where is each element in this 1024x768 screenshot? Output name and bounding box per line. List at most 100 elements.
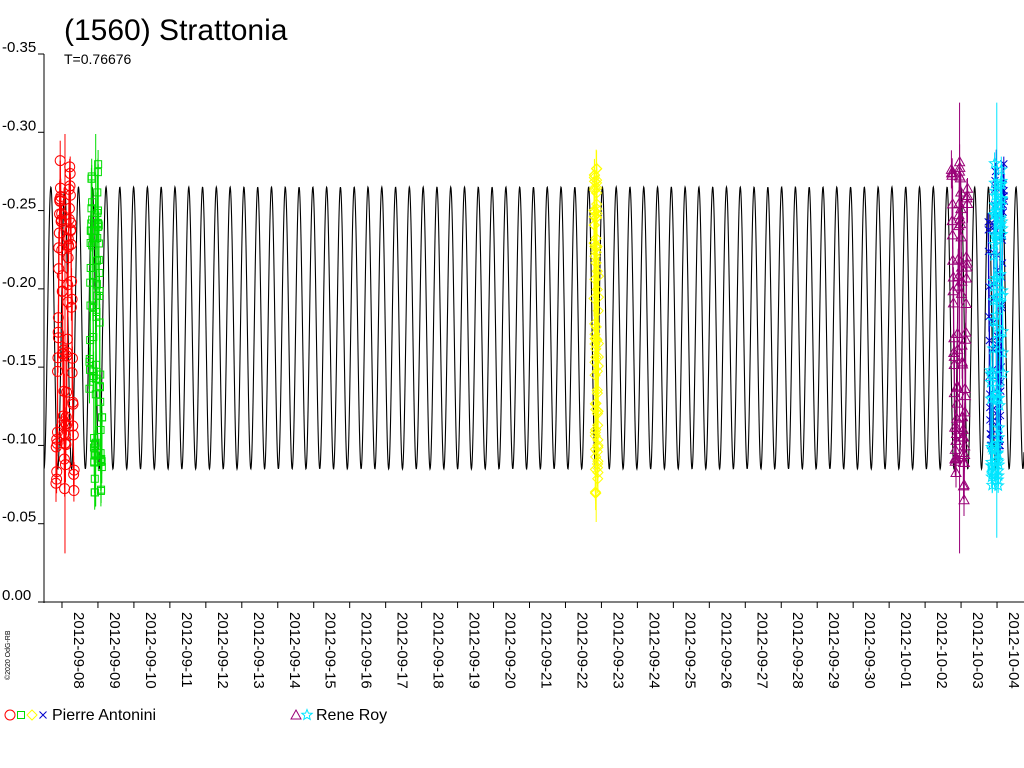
data-point bbox=[592, 351, 604, 363]
data-point bbox=[86, 238, 95, 247]
data-point bbox=[959, 326, 972, 337]
data-point bbox=[590, 351, 602, 364]
series-triangle-2012-10-03 bbox=[945, 102, 974, 554]
data-point bbox=[56, 270, 68, 282]
data-point bbox=[590, 177, 603, 189]
chart-title: (1560) Strattonia bbox=[64, 14, 288, 47]
data-point bbox=[991, 454, 1005, 468]
data-point bbox=[996, 366, 1010, 379]
data-point bbox=[959, 389, 972, 401]
data-point bbox=[90, 488, 99, 497]
data-point bbox=[63, 202, 75, 214]
x-tick-label: 2012-09-25 bbox=[681, 612, 698, 689]
data-point bbox=[990, 387, 1004, 400]
data-point bbox=[988, 184, 1002, 197]
data-points-layer bbox=[50, 102, 1010, 554]
data-point bbox=[946, 214, 959, 226]
x-tick-label: 2012-09-26 bbox=[717, 612, 734, 689]
data-point bbox=[62, 252, 74, 264]
y-tick-label: 0.00 bbox=[2, 587, 31, 604]
data-point bbox=[60, 439, 72, 451]
y-tick-label: -0.25 bbox=[2, 196, 36, 213]
model-curve-line bbox=[43, 184, 1024, 472]
data-point bbox=[592, 455, 604, 467]
series-square-2012-09-09 bbox=[85, 133, 107, 510]
data-point bbox=[993, 212, 1007, 225]
data-point bbox=[960, 250, 973, 262]
data-point bbox=[86, 301, 95, 310]
data-point bbox=[947, 296, 960, 308]
data-point bbox=[945, 163, 958, 174]
data-point bbox=[52, 312, 64, 324]
data-point bbox=[589, 273, 601, 285]
data-point bbox=[591, 265, 603, 277]
data-point bbox=[996, 345, 1010, 359]
data-point bbox=[67, 429, 79, 441]
data-point bbox=[90, 474, 99, 483]
chart-subtitle: T=0.76676 bbox=[64, 51, 132, 67]
y-tick-label: -0.15 bbox=[2, 352, 36, 369]
data-point bbox=[952, 270, 965, 281]
data-point bbox=[988, 188, 1002, 202]
data-point bbox=[591, 334, 603, 346]
data-point bbox=[592, 291, 605, 303]
data-point bbox=[54, 195, 66, 207]
data-point bbox=[93, 209, 102, 218]
data-point bbox=[993, 295, 1007, 308]
y-tick-label: -0.20 bbox=[2, 274, 36, 291]
x-tick-label: 2012-09-29 bbox=[825, 612, 842, 689]
x-tick-label: 2012-09-28 bbox=[789, 612, 806, 689]
data-point bbox=[95, 383, 104, 392]
data-point bbox=[960, 260, 973, 272]
data-point bbox=[989, 204, 1003, 218]
data-point bbox=[986, 367, 1000, 380]
data-point bbox=[987, 293, 1001, 307]
x-tick-label: 2012-09-22 bbox=[573, 612, 590, 689]
data-point bbox=[951, 327, 964, 339]
data-point bbox=[95, 291, 104, 300]
data-point bbox=[94, 239, 103, 248]
data-point bbox=[58, 453, 70, 465]
data-point bbox=[592, 466, 604, 479]
data-point bbox=[591, 182, 603, 194]
data-point bbox=[954, 171, 967, 183]
data-point bbox=[957, 431, 970, 442]
data-point bbox=[592, 337, 605, 350]
data-point bbox=[985, 336, 994, 345]
data-point bbox=[995, 221, 1009, 235]
data-point bbox=[87, 172, 96, 181]
x-tick-label: 2012-09-14 bbox=[286, 612, 303, 689]
legend-entry: Pierre Antonini bbox=[4, 707, 156, 724]
data-point bbox=[959, 382, 971, 394]
model-curve-layer bbox=[43, 184, 1024, 472]
data-point bbox=[88, 198, 97, 207]
data-point bbox=[989, 308, 1004, 321]
data-point bbox=[53, 263, 65, 275]
x-tick-label: 2012-09-21 bbox=[538, 612, 555, 689]
data-point bbox=[51, 473, 63, 485]
data-point bbox=[59, 459, 71, 471]
data-point bbox=[53, 227, 65, 239]
data-point bbox=[987, 274, 1001, 287]
data-point bbox=[68, 485, 80, 497]
data-point bbox=[59, 437, 71, 449]
data-point bbox=[590, 423, 602, 436]
data-point bbox=[64, 161, 76, 173]
data-point bbox=[591, 240, 603, 253]
data-point bbox=[987, 430, 996, 439]
data-point bbox=[592, 270, 605, 282]
data-point bbox=[994, 418, 1003, 427]
data-point bbox=[994, 162, 1008, 176]
data-point bbox=[96, 397, 105, 406]
data-point bbox=[960, 297, 972, 309]
data-point bbox=[591, 461, 604, 474]
data-point bbox=[590, 174, 603, 186]
data-point bbox=[89, 333, 98, 342]
data-point bbox=[66, 293, 78, 305]
data-point bbox=[956, 275, 968, 286]
x-tick-label: 2012-09-09 bbox=[106, 612, 123, 689]
data-point bbox=[983, 363, 997, 377]
data-point bbox=[589, 338, 601, 350]
legend-marker bbox=[26, 709, 38, 721]
